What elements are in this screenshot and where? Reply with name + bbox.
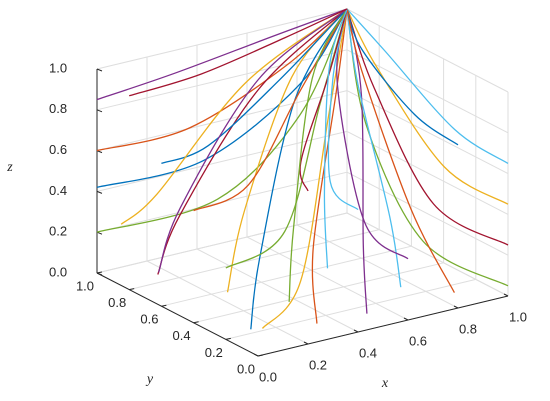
trajectory (327, 8, 359, 211)
grid-line (346, 171, 509, 256)
grid-line (96, 130, 348, 192)
y-tick-label: 0.6 (140, 312, 158, 327)
axis-line (257, 295, 509, 357)
grid-line (225, 278, 476, 340)
trajectory (261, 8, 348, 329)
trajectory (96, 8, 348, 101)
grid-line (196, 248, 359, 333)
x-tick-label: 0.0 (259, 369, 277, 384)
tick-mark (257, 354, 264, 357)
grid-line (96, 8, 348, 70)
grid-line (296, 224, 459, 309)
z-tick-label: 0.0 (49, 264, 67, 279)
tick-mark (96, 68, 103, 72)
trajectory (346, 8, 509, 164)
tick-mark (161, 304, 167, 307)
tick-mark (503, 293, 509, 297)
trajectory (346, 8, 509, 205)
y-tick-label: 0.0 (237, 361, 255, 376)
trajectory (299, 8, 348, 192)
trajectory (157, 8, 348, 275)
x-tick-label: 1.0 (509, 309, 527, 324)
tick-mark (129, 288, 135, 291)
tick-mark (303, 341, 309, 345)
x-axis-label: x (381, 376, 389, 391)
trajectory (250, 8, 348, 330)
grid-line (346, 90, 509, 175)
y-tick-label: 1.0 (76, 278, 94, 293)
z-tick-label: 0.8 (49, 101, 67, 116)
grid-line (96, 49, 348, 111)
z-tick-label: 0.6 (49, 142, 67, 157)
trajectory (288, 8, 348, 302)
grid-line (161, 245, 412, 307)
tick-mark (353, 329, 359, 333)
grid-line (346, 8, 509, 93)
trajectory (346, 8, 509, 246)
tick-mark (225, 337, 231, 340)
grid-line (96, 90, 348, 152)
x-tick-label: 0.4 (359, 345, 377, 360)
axis-line (96, 272, 259, 357)
tick-mark (96, 190, 103, 194)
grid-line (146, 260, 309, 345)
grid-line (346, 49, 509, 134)
grid-line (193, 262, 444, 324)
trajectory (346, 8, 402, 288)
y-tick-label: 0.8 (108, 295, 126, 310)
grid-line (346, 212, 509, 297)
z-tick-label: 1.0 (49, 60, 67, 75)
trajectory (323, 8, 348, 269)
x-tick-label: 0.2 (309, 357, 327, 372)
trajectory (96, 8, 348, 188)
trajectory (158, 8, 348, 273)
trajectory (96, 8, 348, 152)
y-tick-label: 0.2 (205, 345, 223, 360)
trajectory (193, 8, 348, 212)
grid-line (129, 229, 380, 291)
trajectory (311, 8, 348, 324)
tick-mark (403, 317, 409, 321)
tick-mark (453, 305, 459, 309)
grid-line (246, 236, 409, 321)
z-tick-label: 0.2 (49, 224, 67, 239)
x-tick-label: 0.8 (459, 321, 477, 336)
y-axis-label: y (145, 372, 154, 387)
z-tick-label: 0.4 (49, 183, 67, 198)
tick-mark (253, 353, 259, 357)
tick-mark (96, 272, 103, 276)
x-tick-label: 0.6 (409, 333, 427, 348)
tick-mark (193, 321, 199, 324)
tick-mark (96, 109, 103, 113)
trajectory (129, 8, 348, 97)
grid-line (346, 130, 509, 215)
trajectory (120, 8, 348, 225)
z-axis-label: z (6, 160, 13, 175)
grid-line (96, 212, 348, 274)
trajectory (346, 8, 455, 293)
trajectory (96, 8, 348, 233)
y-tick-label: 0.4 (173, 328, 191, 343)
trajectory (346, 8, 459, 146)
